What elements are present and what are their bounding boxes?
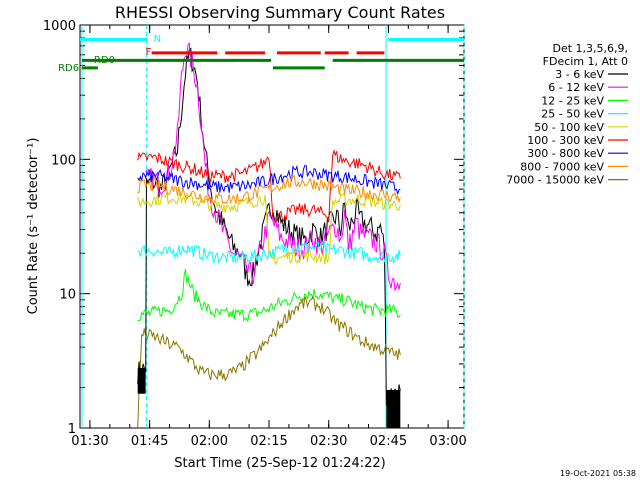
legend-label: 12 - 25 keV xyxy=(541,94,604,107)
state-annotation: RD0 xyxy=(94,55,115,66)
low-rate-block xyxy=(386,390,401,428)
series-line xyxy=(145,42,401,292)
x-tick-label: 01:45 xyxy=(131,434,168,449)
legend: Det 1,3,5,6,9, FDecim 1, Att 0 3 - 6 keV… xyxy=(506,42,628,187)
state-annotation: RD6 xyxy=(58,63,79,74)
plot-area: 1 10 100 1000 01:30 01:45 02:00 02:15 02:30 02:45… xyxy=(43,19,467,449)
generated-timestamp: 19-Oct-2021 05:38 xyxy=(560,469,636,478)
x-tick-label: 02:15 xyxy=(250,434,287,449)
x-tick-label: 02:45 xyxy=(370,434,407,449)
legend-header-line-1: Det 1,3,5,6,9, xyxy=(552,42,628,55)
series-line xyxy=(137,191,401,265)
plot-frame xyxy=(79,24,465,429)
y-tick-label: 1000 xyxy=(43,19,76,34)
chart-title: RHESSI Observing Summary Count Rates xyxy=(115,3,445,22)
x-axis-label: Start Time (25-Sep-12 01:24:22) xyxy=(174,456,385,471)
y-tick-label: 10 xyxy=(59,288,76,303)
legend-label: 800 - 7000 keV xyxy=(520,160,604,173)
series-line xyxy=(137,164,401,196)
legend-label: 25 - 50 keV xyxy=(541,108,604,121)
legend-label: 300 - 800 keV xyxy=(527,147,604,160)
legend-label: 6 - 12 keV xyxy=(548,81,604,94)
series-line xyxy=(137,148,401,223)
x-tick-label: 01:30 xyxy=(71,434,108,449)
legend-label: 50 - 100 keV xyxy=(534,121,604,134)
y-tick-label: 100 xyxy=(51,153,76,168)
legend-label: 7000 - 15000 keV xyxy=(506,174,604,187)
legend-label: 100 - 300 keV xyxy=(527,134,604,147)
series-line xyxy=(137,174,401,205)
series-line xyxy=(137,295,401,429)
y-tick-label: 1 xyxy=(68,422,76,437)
low-rate-block xyxy=(137,367,146,394)
legend-label: 3 - 6 keV xyxy=(555,68,604,81)
state-annotation: F xyxy=(146,47,152,58)
x-tick-label: 02:00 xyxy=(191,434,228,449)
x-tick-label: 02:30 xyxy=(310,434,347,449)
state-annotation: N xyxy=(154,34,161,45)
x-tick-label: 03:00 xyxy=(429,434,466,449)
y-axis-label: Count Rate (s⁻¹ detector⁻¹) xyxy=(26,138,41,315)
series-line xyxy=(137,47,401,406)
legend-header-line-2: FDecim 1, Att 0 xyxy=(543,55,628,68)
series-line xyxy=(137,269,401,323)
